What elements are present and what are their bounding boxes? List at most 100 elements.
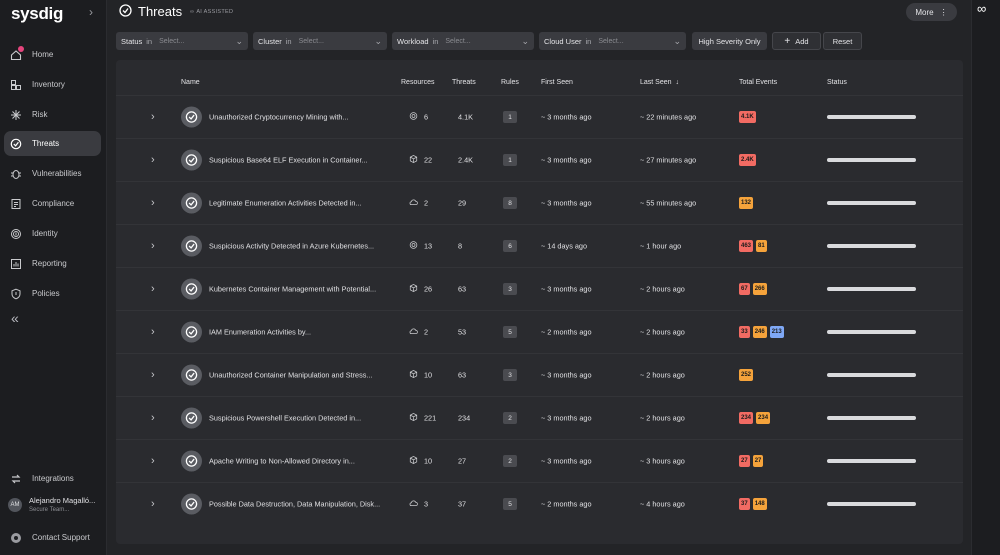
table-row[interactable]: › Possible Data Destruction, Data Manipul… [116, 482, 963, 525]
resources-cell: 13 [409, 241, 432, 252]
expand-chevron-icon[interactable]: › [151, 154, 155, 166]
threat-name[interactable]: Kubernetes Container Management with Pot… [209, 284, 377, 294]
compliance-icon [10, 198, 22, 210]
expand-chevron-icon[interactable]: › [151, 197, 155, 209]
column-header-resources[interactable]: Resources [401, 79, 435, 86]
rules-badge: 5 [503, 498, 517, 510]
column-header-first-seen[interactable]: First Seen [541, 79, 573, 86]
filter-workload[interactable]: Workload in Select... ⌄ [392, 32, 534, 50]
expand-chevron-icon[interactable]: › [151, 498, 155, 510]
first-seen: ~ 2 months ago [541, 327, 592, 337]
table-row[interactable]: › Unauthorized Cryptocurrency Mining with… [116, 95, 963, 138]
add-filter-button[interactable]: + Add [772, 32, 821, 50]
filter-cloud-user[interactable]: Cloud User in Select... ⌄ [539, 32, 686, 50]
risk-icon [10, 109, 22, 121]
threat-badge-icon [181, 278, 202, 300]
first-seen: ~ 3 months ago [541, 112, 592, 122]
expand-chevron-icon[interactable]: › [151, 240, 155, 252]
high-severity-toggle[interactable]: High Severity Only [692, 32, 767, 50]
expand-chevron-icon[interactable]: › [151, 455, 155, 467]
reset-button[interactable]: Reset [823, 32, 862, 50]
sidebar-item-home[interactable]: Home [4, 42, 101, 67]
threats-count: 27 [458, 456, 467, 466]
rules-badge: 6 [503, 240, 517, 252]
threats-count: 63 [458, 370, 467, 380]
event-count-badge: 27 [752, 455, 764, 467]
resources-cell: 2 [409, 327, 428, 338]
event-count-badge: 266 [752, 283, 767, 295]
table-row[interactable]: › Suspicious Powershell Execution Detecte… [116, 396, 963, 439]
expand-chevron-icon[interactable]: › [151, 369, 155, 381]
table-row[interactable]: › IAM Enumeration Activities by... 2 53 5 ~ 2… [116, 310, 963, 353]
status-bar [827, 416, 916, 420]
double-chevron-left-icon[interactable]: « [11, 310, 19, 326]
first-seen: ~ 3 months ago [541, 370, 592, 380]
rules-badge: 8 [503, 197, 517, 209]
threat-name[interactable]: Suspicious Activity Detected in Azure Ku… [209, 241, 375, 251]
threat-name[interactable]: IAM Enumeration Activities by... [209, 327, 312, 337]
table-row[interactable]: › Unauthorized Container Manipulation and… [116, 353, 963, 396]
sidebar-item-reporting[interactable]: Reporting [4, 251, 101, 276]
last-seen: ~ 3 hours ago [640, 456, 685, 466]
expand-chevron-icon[interactable]: › [151, 412, 155, 424]
column-header-rules[interactable]: Rules [501, 79, 519, 86]
page-title: Threats [138, 4, 183, 19]
threat-name[interactable]: Apache Writing to Non-Allowed Directory … [209, 456, 355, 466]
last-seen: ~ 22 minutes ago [640, 112, 697, 122]
sidebar-item-threats[interactable]: Threats [4, 131, 101, 156]
filter-status[interactable]: Status in Select... ⌄ [116, 32, 248, 50]
sidebar-item-inventory[interactable]: Inventory [4, 72, 101, 97]
threat-name[interactable]: Possible Data Destruction, Data Manipula… [209, 499, 381, 509]
sidebar-item-label: Integrations [32, 474, 74, 483]
column-header-total-events[interactable]: Total Events [739, 79, 778, 86]
threat-badge-icon [181, 192, 202, 214]
column-header-last-seen[interactable]: Last Seen ↓ [640, 79, 680, 86]
first-seen: ~ 14 days ago [541, 241, 588, 251]
sidebar-item-risk[interactable]: Risk [4, 102, 101, 127]
sidebar-item-compliance[interactable]: Compliance [4, 191, 101, 216]
infinity-icon[interactable]: ∞ [977, 1, 987, 16]
threat-name[interactable]: Unauthorized Container Manipulation and … [209, 370, 373, 380]
user-profile[interactable]: AM Alejandro Magalló... Secure Team... [8, 496, 95, 513]
last-seen: ~ 1 hour ago [640, 241, 682, 251]
threat-name[interactable]: Suspicious Powershell Execution Detected… [209, 413, 362, 423]
chevron-right-icon[interactable]: › [89, 5, 93, 19]
threat-name[interactable]: Legitimate Enumeration Activities Detect… [209, 198, 362, 208]
threat-badge-icon [181, 364, 202, 386]
column-header-threats[interactable]: Threats [452, 79, 476, 86]
expand-chevron-icon[interactable]: › [151, 283, 155, 295]
rules-badge: 3 [503, 369, 517, 381]
table-row[interactable]: › Suspicious Base64 ELF Execution in Cont… [116, 138, 963, 181]
expand-chevron-icon[interactable]: › [151, 111, 155, 123]
table-row[interactable]: › Legitimate Enumeration Activities Detec… [116, 181, 963, 224]
event-count-badge: 37 [739, 498, 750, 510]
sidebar-item-contact-support[interactable]: Contact Support [4, 525, 101, 550]
resources-cell: 26 [409, 283, 432, 295]
filter-cluster[interactable]: Cluster in Select... ⌄ [253, 32, 387, 50]
notification-dot [18, 45, 24, 52]
expand-chevron-icon[interactable]: › [151, 326, 155, 338]
threat-name[interactable]: Unauthorized Cryptocurrency Mining with.… [209, 112, 349, 122]
cloud-icon [409, 198, 418, 209]
resources-cell: 10 [409, 369, 432, 381]
last-seen: ~ 55 minutes ago [640, 198, 697, 208]
sidebar-item-vulnerabilities[interactable]: Vulnerabilities [4, 161, 101, 186]
event-count-badge: 213 [769, 326, 784, 338]
table-row[interactable]: › Kubernetes Container Management with Po… [116, 267, 963, 310]
event-count-badge: 27 [739, 455, 750, 467]
cube-icon [409, 154, 418, 166]
sort-desc-icon: ↓ [675, 79, 680, 86]
sidebar-item-label: Contact Support [32, 533, 90, 542]
sidebar-item-label: Threats [32, 139, 60, 148]
table-row[interactable]: › Apache Writing to Non-Allowed Directory… [116, 439, 963, 482]
column-header-status[interactable]: Status [827, 79, 847, 86]
sidebar-item-policies[interactable]: Policies [4, 281, 101, 306]
more-button[interactable]: More ⋮ [906, 3, 957, 21]
sidebar-item-identity[interactable]: Identity [4, 221, 101, 246]
sysdig-logo[interactable]: sysdig [11, 4, 64, 23]
threat-name[interactable]: Suspicious Base64 ELF Execution in Conta… [209, 155, 368, 165]
sidebar-item-label: Reporting [32, 259, 67, 268]
sidebar-item-integrations[interactable]: Integrations [4, 466, 101, 491]
table-row[interactable]: › Suspicious Activity Detected in Azure K… [116, 224, 963, 267]
column-header-name[interactable]: Name [181, 79, 200, 86]
